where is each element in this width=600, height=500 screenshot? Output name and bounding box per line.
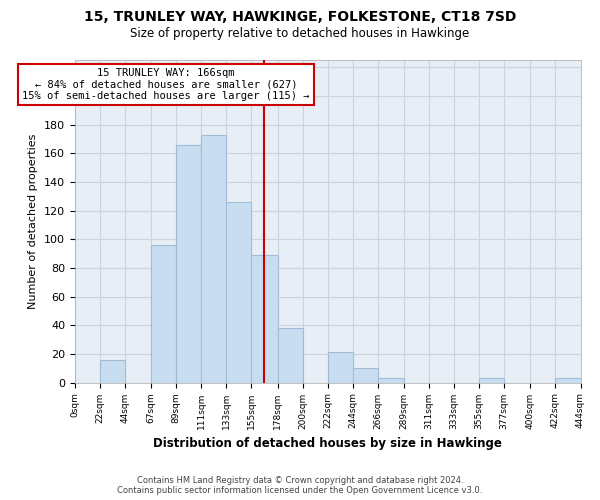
X-axis label: Distribution of detached houses by size in Hawkinge: Distribution of detached houses by size … [153, 437, 502, 450]
Bar [251, 255, 278, 382]
Bar [353, 368, 378, 382]
Bar [176, 144, 202, 382]
Bar [479, 378, 504, 382]
Text: 15 TRUNLEY WAY: 166sqm
← 84% of detached houses are smaller (627)
15% of semi-de: 15 TRUNLEY WAY: 166sqm ← 84% of detached… [22, 68, 310, 101]
Text: Size of property relative to detached houses in Hawkinge: Size of property relative to detached ho… [130, 28, 470, 40]
Bar [328, 352, 353, 382]
Bar [151, 245, 176, 382]
Y-axis label: Number of detached properties: Number of detached properties [28, 134, 38, 309]
Bar [556, 378, 581, 382]
Bar [378, 378, 404, 382]
Text: 15, TRUNLEY WAY, HAWKINGE, FOLKESTONE, CT18 7SD: 15, TRUNLEY WAY, HAWKINGE, FOLKESTONE, C… [84, 10, 516, 24]
Bar [202, 134, 226, 382]
Bar [226, 202, 251, 382]
Text: Contains HM Land Registry data © Crown copyright and database right 2024.
Contai: Contains HM Land Registry data © Crown c… [118, 476, 482, 495]
Bar [100, 360, 125, 382]
Bar [278, 328, 302, 382]
